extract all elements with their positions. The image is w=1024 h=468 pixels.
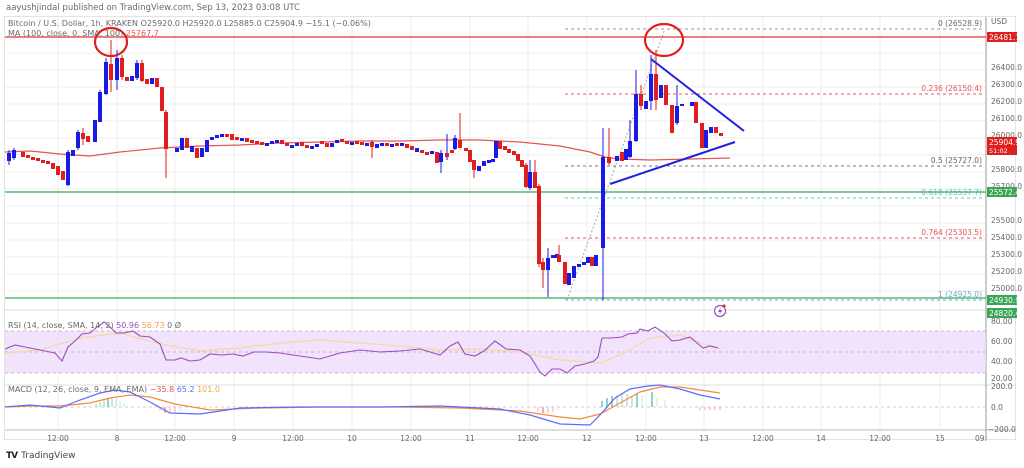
svg-text:25700.0: 25700.0 xyxy=(991,182,1022,191)
tradingview-logo[interactable]: TV TradingView xyxy=(6,451,76,461)
publisher-line: aayushjindal published on TradingView.co… xyxy=(6,3,300,13)
svg-text:25904.9: 25904.9 xyxy=(989,138,1020,147)
svg-text:12:00: 12:00 xyxy=(164,434,186,443)
macd-signal-value: 101.0 xyxy=(197,385,220,394)
tradingview-brand: TradingView xyxy=(21,451,76,461)
svg-text:25200.0: 25200.0 xyxy=(991,267,1022,276)
svg-text:26200.0: 26200.0 xyxy=(991,97,1022,106)
ma-legend[interactable]: MA (100, close, 0, SMA, 100) 25767.7 xyxy=(8,29,159,38)
triangle-lower-trendline xyxy=(609,141,736,185)
price-badge-resistance: 26481.7 xyxy=(987,32,1020,42)
fib-label-05: 0.5 (25727.0) xyxy=(931,156,982,165)
svg-text:12: 12 xyxy=(582,434,592,443)
highlight-circle-right xyxy=(643,22,685,58)
chart-frame xyxy=(4,16,1016,440)
svg-text:24820.4: 24820.4 xyxy=(989,309,1020,318)
macd-histogram xyxy=(95,392,721,413)
fib-label-1: 1 (24925.0) xyxy=(938,290,982,299)
symbol-legend[interactable]: Bitcoin / U.S. Dollar, 1h, KRAKEN O25920… xyxy=(8,19,371,28)
svg-text:24930.9: 24930.9 xyxy=(989,296,1020,305)
svg-text:8: 8 xyxy=(115,434,120,443)
svg-text:USD: USD xyxy=(991,17,1007,26)
svg-text:25500.0: 25500.0 xyxy=(991,216,1022,225)
svg-text:40.00: 40.00 xyxy=(991,357,1013,366)
svg-text:−200.0: −200.0 xyxy=(988,425,1016,434)
price-badge-support-upper: 25572.4 xyxy=(987,187,1020,197)
svg-text:14: 14 xyxy=(816,434,826,443)
svg-text:12:00: 12:00 xyxy=(400,434,422,443)
svg-text:26300.0: 26300.0 xyxy=(991,80,1022,89)
symbol-name: Bitcoin / U.S. Dollar, 1h, KRAKEN xyxy=(8,19,139,28)
fib-label-0236: 0.236 (26150.4) xyxy=(921,84,982,93)
rsi-line xyxy=(4,321,719,377)
rsi-label: RSI (14, close, SMA, 14, 2) xyxy=(8,321,114,330)
macd-label: MACD (12, 26, close, 9, EMA, EMA) xyxy=(8,385,148,394)
svg-text:26400.0: 26400.0 xyxy=(991,63,1022,72)
svg-text:9: 9 xyxy=(232,434,237,443)
price-badge-support-lower: 24930.9 xyxy=(987,295,1020,305)
svg-text:12:00: 12:00 xyxy=(517,434,539,443)
price-badge-current: 25904.9 51:02 xyxy=(987,137,1020,155)
svg-text:25000.0: 25000.0 xyxy=(991,284,1022,293)
macd-line-value: 65.2 xyxy=(176,385,195,394)
fib-label-0: 0 (26528.9) xyxy=(938,19,982,28)
ma-label: MA (100, close, 0, SMA, 100) xyxy=(8,29,124,38)
svg-text:11: 11 xyxy=(465,434,475,443)
highlight-circle-left xyxy=(93,26,129,58)
macd-histogram-value: −35.8 xyxy=(149,385,175,394)
rsi-extra: 0 Ø xyxy=(167,321,182,330)
svg-text:12:00: 12:00 xyxy=(635,434,657,443)
candlesticks xyxy=(7,40,723,300)
svg-text:200.0: 200.0 xyxy=(991,382,1013,391)
fibonacci-levels xyxy=(565,28,985,301)
grid-horizontal xyxy=(5,52,985,292)
rsi-legend[interactable]: RSI (14, close, SMA, 14, 2) 50.96 56.73 … xyxy=(8,321,181,330)
svg-text:26481.7: 26481.7 xyxy=(989,33,1020,42)
rsi-ma-value: 56.73 xyxy=(141,321,165,330)
svg-text:26100.0: 26100.0 xyxy=(991,114,1022,123)
rsi-axis: 80.00 60.00 40.00 20.00 xyxy=(991,317,1013,383)
svg-text:25300.0: 25300.0 xyxy=(991,250,1022,259)
svg-text:25572.4: 25572.4 xyxy=(989,188,1020,197)
rsi-levels xyxy=(5,330,986,374)
ohlc-values: O25920.0 H25920.0 L25885.0 C25904.9 −15.… xyxy=(140,19,371,28)
svg-text:15: 15 xyxy=(935,434,945,443)
time-axis: 12:00 8 12:00 9 12:00 10 12:00 11 12:00 … xyxy=(47,434,987,443)
rsi-ma-line xyxy=(4,332,721,364)
svg-text:12:00: 12:00 xyxy=(869,434,891,443)
svg-text:60.00: 60.00 xyxy=(991,337,1013,346)
svg-text:80.00: 80.00 xyxy=(991,317,1013,326)
price-badge-extra: 24820.4 xyxy=(987,308,1020,318)
macd-line xyxy=(4,384,721,426)
svg-text:20.00: 20.00 xyxy=(991,374,1013,383)
svg-text:0.0: 0.0 xyxy=(991,403,1003,412)
svg-text:51:02: 51:02 xyxy=(989,147,1008,155)
rsi-band xyxy=(5,331,986,373)
svg-text:12:00: 12:00 xyxy=(282,434,304,443)
price-axis: USD 26400.0 26300.0 26200.0 26100.0 2600… xyxy=(991,17,1022,293)
moving-average-line xyxy=(4,139,731,161)
svg-text:09:: 09: xyxy=(975,434,987,443)
svg-text:13: 13 xyxy=(699,434,709,443)
triangle-upper-trendline xyxy=(650,58,745,132)
lightning-event-icon[interactable] xyxy=(713,304,727,318)
rsi-value: 50.96 xyxy=(116,321,140,330)
svg-text:26000.0: 26000.0 xyxy=(991,131,1022,140)
svg-text:10: 10 xyxy=(347,434,357,443)
ma-value: 25767.7 xyxy=(125,29,159,38)
macd-legend[interactable]: MACD (12, 26, close, 9, EMA, EMA) −35.8 … xyxy=(8,385,220,394)
svg-text:25400.0: 25400.0 xyxy=(991,233,1022,242)
fib-trend-line xyxy=(566,28,666,301)
svg-text:25800.0: 25800.0 xyxy=(991,165,1022,174)
svg-text:12:00: 12:00 xyxy=(752,434,774,443)
macd-axis: 200.0 0.0 −200.0 xyxy=(988,382,1016,434)
svg-text:12:00: 12:00 xyxy=(47,434,69,443)
fib-label-0764: 0.764 (25303.5) xyxy=(921,228,982,237)
tradingview-logo-icon: TV xyxy=(6,451,18,461)
